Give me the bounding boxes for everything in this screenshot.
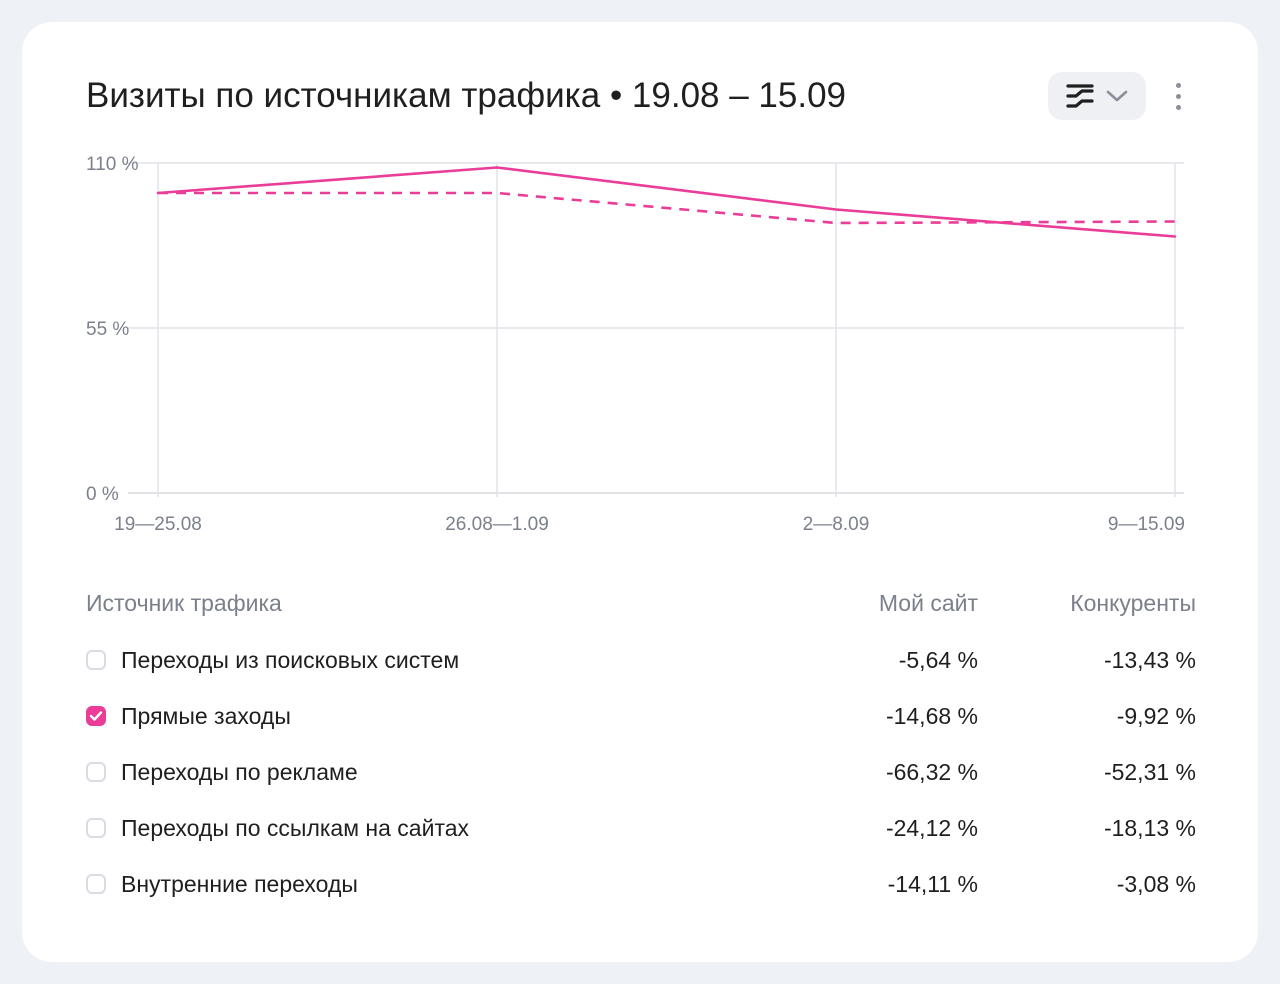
row-checkbox[interactable] (86, 874, 106, 894)
table-row[interactable]: Прямые заходы -14,68 % -9,92 % (22, 688, 1258, 744)
y-tick-label: 0 % (86, 484, 119, 505)
my-site-series-line (156, 166, 1177, 238)
y-tick-label: 110 % (86, 154, 139, 175)
row-my-site-value: -14,11 % (887, 871, 978, 897)
row-checkbox[interactable] (86, 818, 106, 838)
y-tick-label: 55 % (86, 319, 129, 340)
chart-lines-icon (1066, 83, 1094, 109)
x-tick-label: 19—25.08 (114, 514, 202, 535)
table-row[interactable]: Переходы из поисковых систем -5,64 % -13… (22, 632, 1258, 688)
card-title: Визиты по источникам трафика • 19.08 – 1… (86, 76, 847, 115)
row-source-label: Переходы по рекламе (121, 759, 358, 785)
competitors-series-line (158, 191, 1176, 225)
chart-view-dropdown-button[interactable] (1048, 72, 1146, 120)
table-row[interactable]: Внутренние переходы -14,11 % -3,08 % (22, 856, 1258, 912)
row-my-site-value: -24,12 % (885, 815, 978, 841)
traffic-sources-card: Визиты по источникам трафика • 19.08 – 1… (22, 22, 1258, 962)
row-competitors-value: -9,92 % (1116, 703, 1196, 729)
x-tick-label: 26.08—1.09 (445, 514, 549, 535)
row-my-site-value: -66,32 % (885, 759, 978, 785)
row-competitors-value: -52,31 % (1103, 759, 1196, 785)
row-checkbox[interactable] (86, 762, 106, 782)
column-header-competitors: Конкуренты (1070, 590, 1196, 616)
visits-line-chart: 0 % 55 % 110 % 19—25.08 26.08—1.09 2—8.09 9—15… (86, 154, 1185, 535)
row-source-label: Переходы из поисковых систем (121, 647, 460, 673)
row-competitors-value: -18,13 % (1103, 815, 1196, 841)
row-source-label: Переходы по ссылкам на сайтах (121, 815, 470, 841)
row-checkbox[interactable] (86, 706, 106, 726)
row-source-label: Внутренние переходы (121, 871, 358, 897)
row-checkbox[interactable] (86, 650, 106, 670)
table-row[interactable]: Переходы по рекламе -66,32 % -52,31 % (22, 744, 1258, 800)
row-source-label: Прямые заходы (121, 703, 291, 729)
table-row[interactable]: Переходы по ссылкам на сайтах -24,12 % -… (22, 800, 1258, 856)
row-my-site-value: -5,64 % (898, 647, 978, 673)
row-my-site-value: -14,68 % (885, 703, 978, 729)
row-competitors-value: -3,08 % (1116, 871, 1196, 897)
x-tick-label: 9—15.09 (1108, 514, 1185, 535)
chevron-down-icon (1106, 89, 1128, 103)
column-header-source: Источник трафика (86, 590, 282, 616)
x-tick-label: 2—8.09 (803, 514, 870, 535)
traffic-sources-table: Переходы из поисковых систем -5,64 % -13… (22, 632, 1258, 912)
row-competitors-value: -13,43 % (1103, 647, 1196, 673)
column-header-my-site: Мой сайт (878, 590, 978, 616)
more-vertical-icon[interactable] (1162, 78, 1194, 114)
